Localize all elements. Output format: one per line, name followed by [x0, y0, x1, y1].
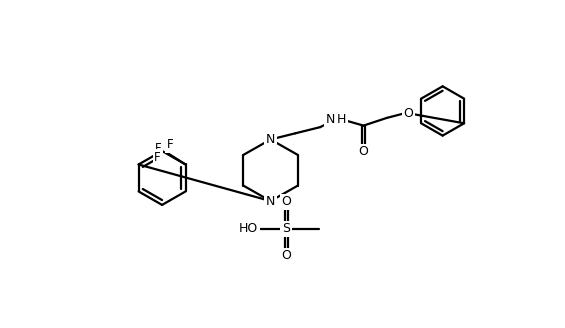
Text: O: O: [359, 145, 368, 158]
Text: HO: HO: [239, 222, 259, 235]
Text: N: N: [266, 133, 275, 146]
Text: F: F: [154, 151, 161, 164]
Text: H: H: [337, 113, 346, 126]
Text: N: N: [325, 113, 335, 126]
Text: N: N: [266, 195, 275, 208]
Text: O: O: [403, 107, 414, 120]
Text: F: F: [155, 142, 162, 155]
Text: O: O: [281, 195, 291, 208]
Text: S: S: [282, 222, 290, 235]
Text: F: F: [167, 138, 173, 151]
Text: O: O: [281, 249, 291, 262]
